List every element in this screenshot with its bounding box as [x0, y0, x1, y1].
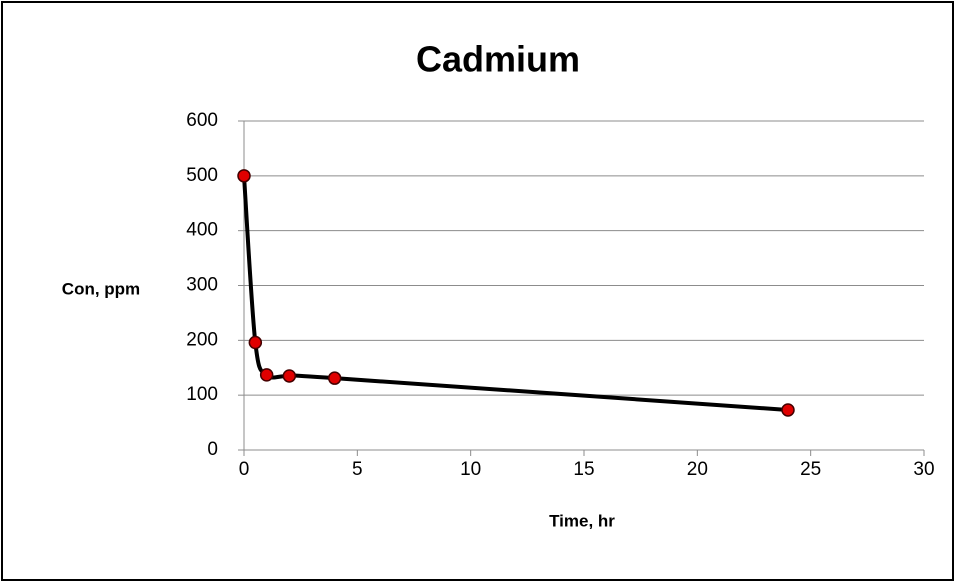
data-point — [282, 369, 297, 383]
x-tick-label: 5 — [352, 459, 363, 480]
y-tick-label: 100 — [186, 384, 218, 405]
x-tick-label: 20 — [687, 459, 708, 480]
data-point — [781, 403, 795, 417]
data-point — [327, 371, 342, 385]
x-tick-label: 15 — [573, 459, 594, 480]
x-tick-label: 10 — [460, 459, 481, 480]
y-tick-label: 500 — [186, 165, 218, 186]
x-axis-label: Time, hr — [549, 511, 615, 530]
y-tick-label: 200 — [186, 329, 218, 350]
x-tick-label: 25 — [800, 459, 821, 480]
chart-title: Cadmium — [416, 39, 580, 80]
y-tick-label: 600 — [186, 110, 218, 131]
data-point — [237, 169, 251, 183]
data-point — [248, 335, 263, 350]
y-tick-label: 300 — [186, 275, 218, 296]
x-tick-label: 0 — [239, 459, 250, 480]
x-tick-label: 30 — [913, 459, 934, 480]
data-point — [259, 368, 274, 382]
y-tick-label: 0 — [207, 439, 218, 460]
y-tick-label: 400 — [186, 220, 218, 241]
y-axis-label: Con, ppm — [62, 279, 140, 298]
